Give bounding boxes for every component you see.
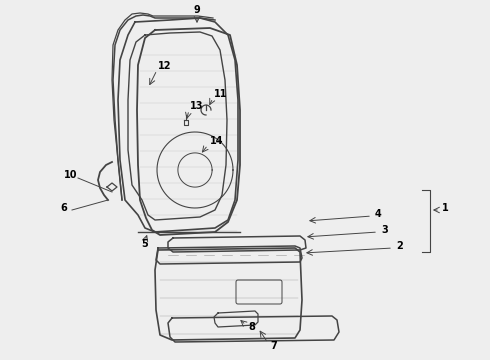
Text: 13: 13 [190, 101, 203, 111]
Text: 12: 12 [158, 61, 172, 71]
Text: 9: 9 [194, 5, 200, 15]
Text: 1: 1 [442, 203, 449, 213]
Text: 5: 5 [141, 239, 148, 249]
Text: 6: 6 [60, 203, 67, 213]
Text: 4: 4 [375, 209, 382, 219]
Text: 10: 10 [64, 170, 77, 180]
Text: 14: 14 [210, 136, 223, 146]
Text: 11: 11 [214, 89, 227, 99]
Text: 7: 7 [270, 341, 277, 351]
Text: 2: 2 [396, 241, 403, 251]
Text: 3: 3 [381, 225, 388, 235]
Text: 8: 8 [248, 322, 255, 332]
